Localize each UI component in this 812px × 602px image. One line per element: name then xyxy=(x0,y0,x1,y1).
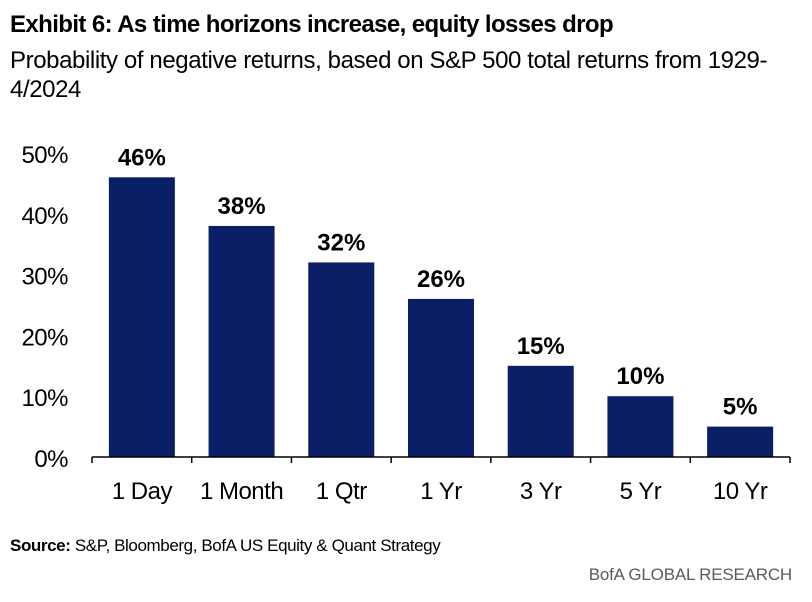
x-tick-label: 1 Month xyxy=(200,478,283,505)
bar xyxy=(108,177,175,457)
source-label: Source: xyxy=(10,536,71,555)
x-tick-label: 10 Yr xyxy=(713,478,768,505)
bar xyxy=(707,426,774,457)
bar xyxy=(408,298,474,457)
data-label: 46% xyxy=(118,144,166,171)
data-label: 15% xyxy=(517,333,565,360)
bar xyxy=(507,365,574,457)
data-label: 26% xyxy=(417,266,465,293)
x-tick-label: 1 Day xyxy=(112,478,173,505)
y-tick-label: 40% xyxy=(21,203,68,230)
y-tick-label: 50% xyxy=(21,142,68,169)
data-label: 32% xyxy=(317,229,365,256)
x-tick-label: 1 Qtr xyxy=(316,478,367,505)
data-label: 10% xyxy=(616,363,664,390)
source-text: S&P, Bloomberg, BofA US Equity & Quant S… xyxy=(70,536,441,555)
y-tick-label: 30% xyxy=(21,264,68,291)
chart-subtitle: Probability of negative returns, based o… xyxy=(10,47,768,103)
data-label: 38% xyxy=(218,193,266,220)
bar xyxy=(308,262,375,457)
brand-footer: BofA GLOBAL RESEARCH xyxy=(588,565,792,584)
bar-chart: 0% 10% 20% 30% 40% 50% 46% 1 Day 38% 1 Month 32% 1 … xyxy=(21,142,791,505)
data-label: 5% xyxy=(723,394,758,421)
x-tick-label: 5 Yr xyxy=(620,478,662,505)
source-note: Source: S&P, Bloomberg, BofA US Equity &… xyxy=(10,536,441,556)
x-tick-label: 3 Yr xyxy=(520,478,562,505)
y-tick-label: 0% xyxy=(34,446,68,473)
chart-title: Exhibit 6: As time horizons increase, eq… xyxy=(10,11,614,38)
bar xyxy=(208,225,275,457)
y-tick-label: 10% xyxy=(21,385,68,412)
y-tick-label: 20% xyxy=(21,324,68,351)
x-tick-label: 1 Yr xyxy=(420,478,462,505)
bar xyxy=(607,396,674,457)
